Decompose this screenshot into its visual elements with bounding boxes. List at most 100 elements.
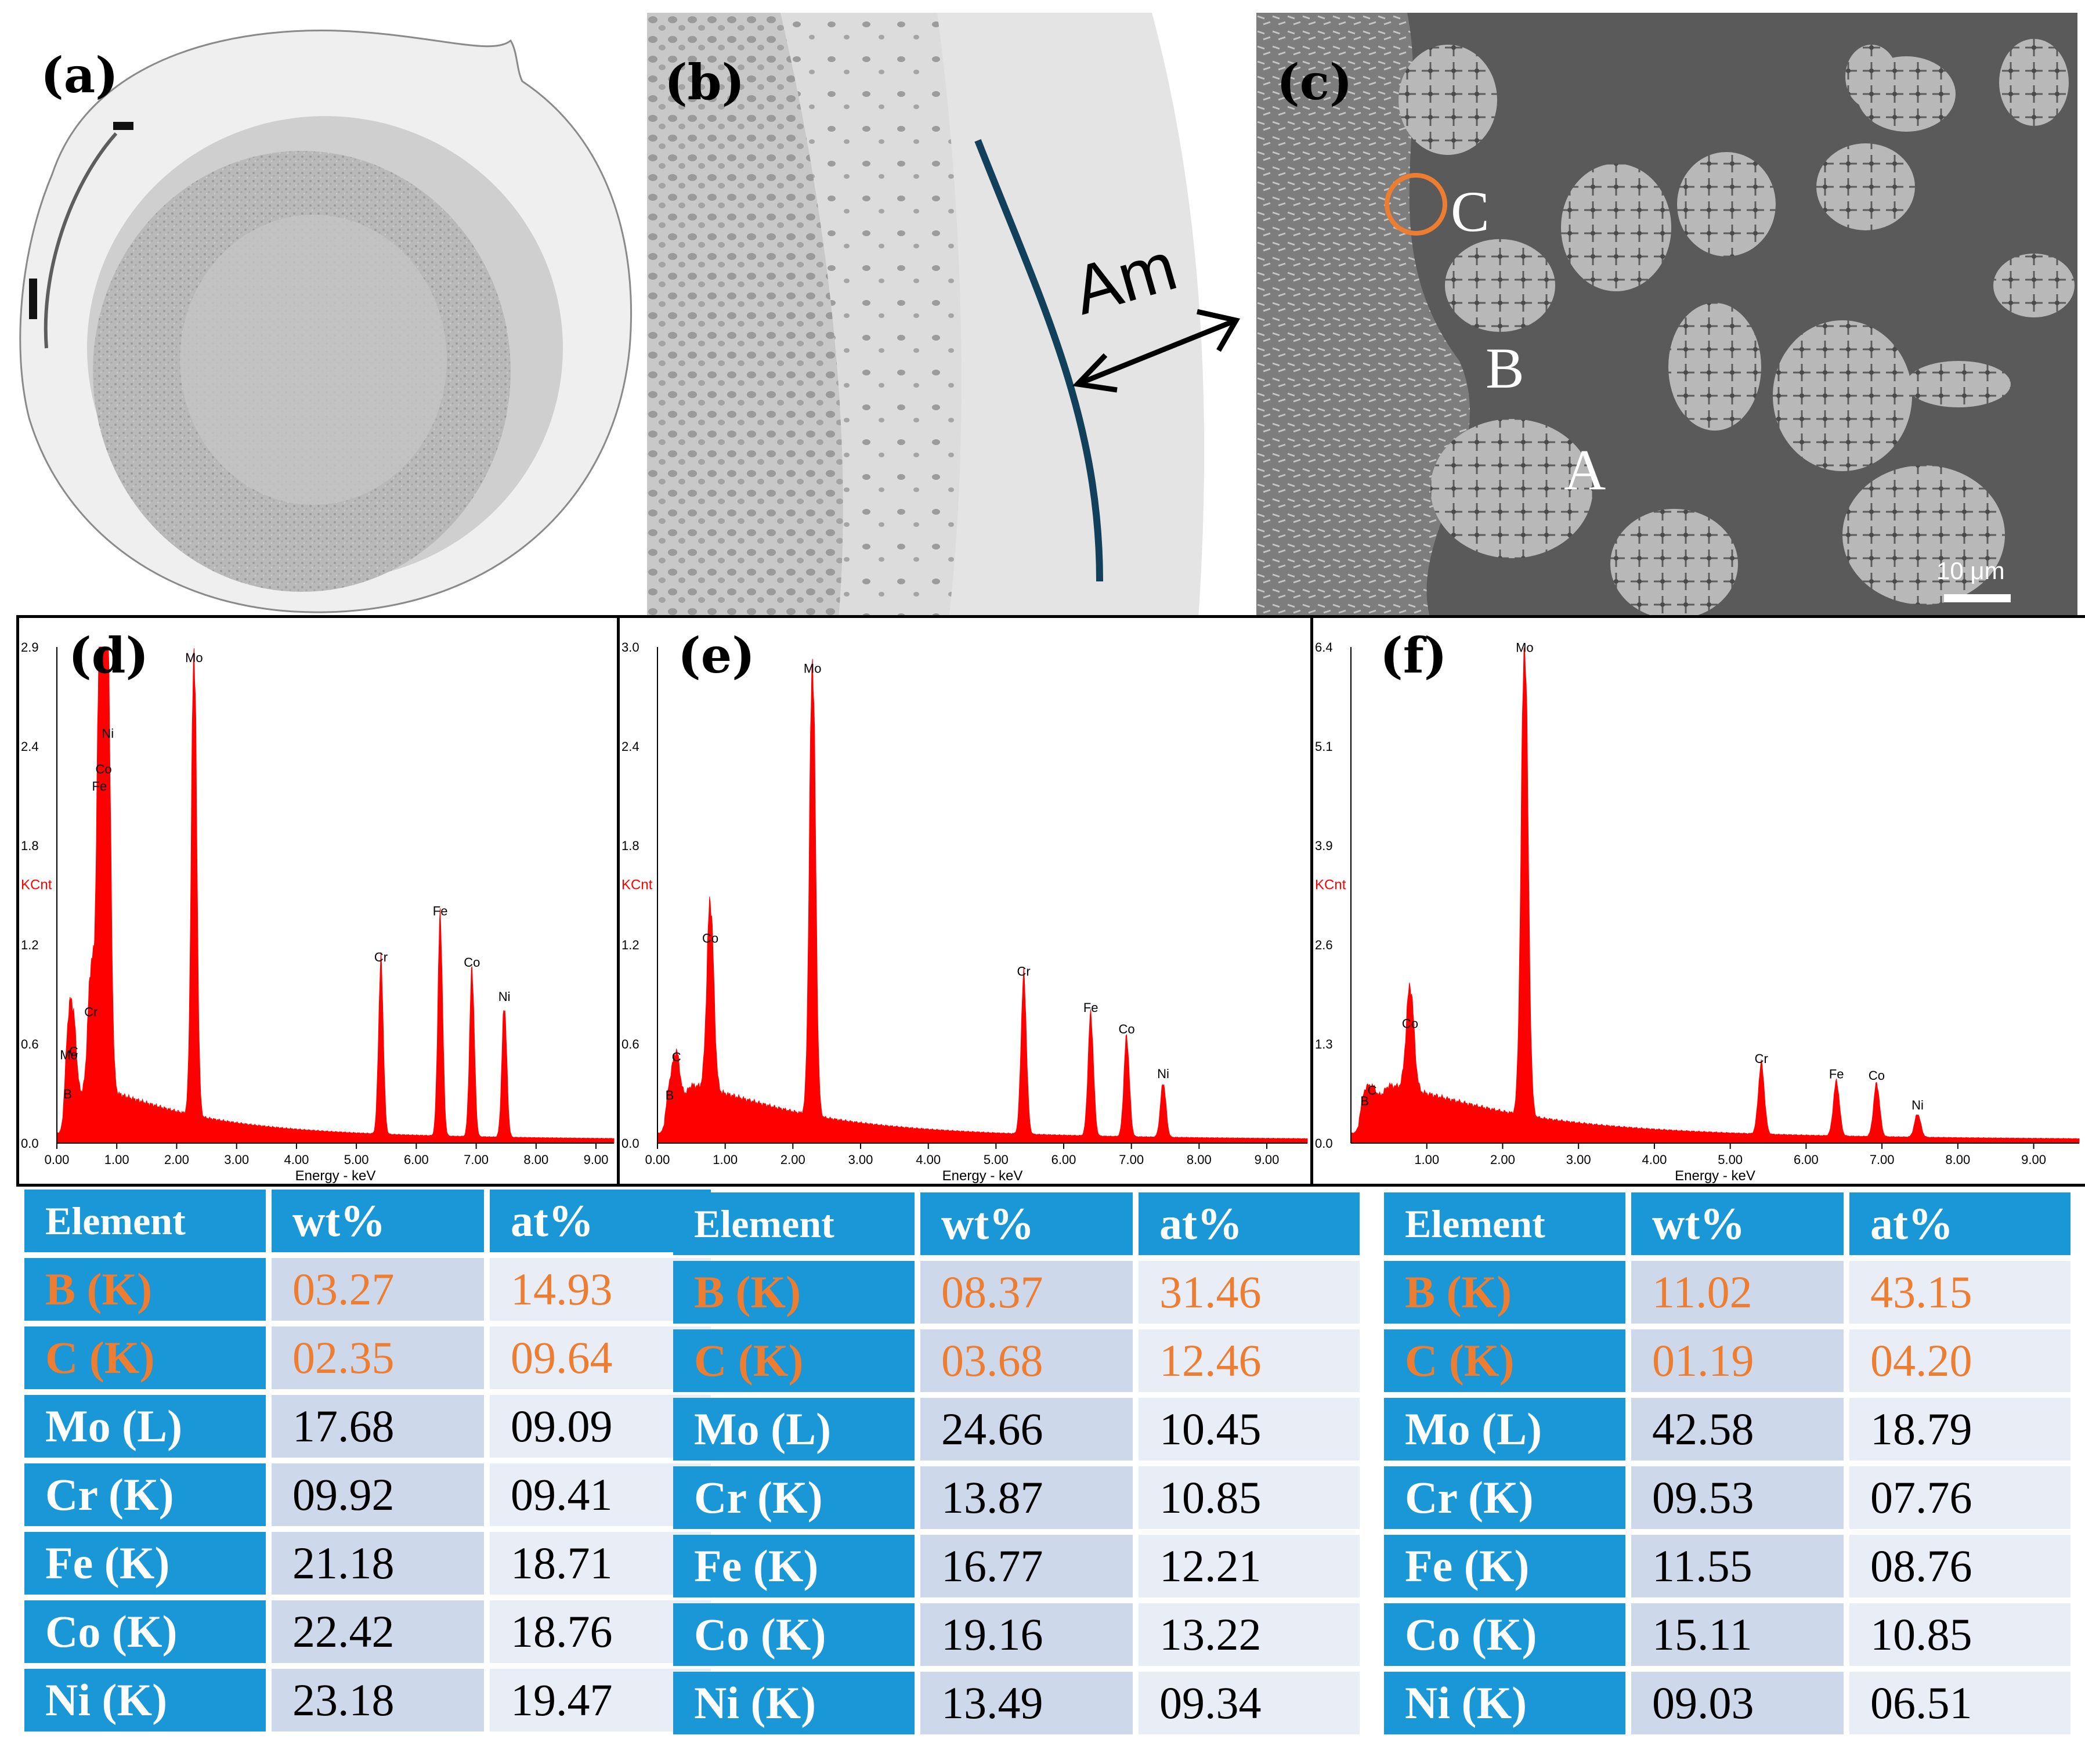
y-tick-label: 3.9 xyxy=(1315,838,1333,853)
wt-percent-cell: 13.87 xyxy=(920,1466,1133,1529)
column-header: wt% xyxy=(1631,1192,1844,1255)
peak-label: Cr xyxy=(1755,1051,1768,1066)
peak-label: Cr xyxy=(84,1005,97,1020)
panel-label-b: (b) xyxy=(664,53,745,111)
panel-label-d: (d) xyxy=(68,627,149,684)
panel-a-micrograph: (a) xyxy=(0,0,647,615)
panel-label-e: (e) xyxy=(678,627,755,684)
table-header-row: Element wt% at% xyxy=(24,1190,711,1252)
wt-percent-cell: 11.02 xyxy=(1631,1261,1844,1324)
x-tick-label: 8.00 xyxy=(523,1152,548,1167)
element-cell: Co (K) xyxy=(24,1600,266,1663)
spectrum-area xyxy=(657,659,1308,1144)
bead-edge-image xyxy=(647,13,1256,619)
peak-label: Cr xyxy=(1017,964,1031,978)
at-percent-cell: 12.46 xyxy=(1139,1329,1360,1392)
table-row: Fe (K) 16.77 12.21 xyxy=(673,1535,1360,1597)
column-header: wt% xyxy=(272,1190,484,1252)
y-tick-label: 1.8 xyxy=(21,838,39,853)
x-tick-label: 8.00 xyxy=(1187,1152,1212,1167)
peak-label: B xyxy=(1360,1094,1369,1108)
peak-label: Co xyxy=(1118,1022,1134,1036)
wt-percent-cell: 02.35 xyxy=(272,1326,484,1389)
at-percent-cell: 04.20 xyxy=(1849,1329,2070,1392)
wt-percent-cell: 01.19 xyxy=(1631,1329,1844,1392)
region-label-a: A xyxy=(1564,438,1606,502)
at-percent-cell: 31.46 xyxy=(1139,1261,1360,1324)
wt-percent-cell: 09.03 xyxy=(1631,1672,1844,1734)
peak-label: Fe xyxy=(1083,1000,1098,1015)
y-tick-label: 1.2 xyxy=(21,938,39,952)
x-tick-label: 3.00 xyxy=(1566,1152,1591,1167)
y-tick-label: 2.6 xyxy=(1315,938,1333,952)
column-header: Element xyxy=(673,1192,915,1255)
element-cell: Mo (L) xyxy=(1384,1398,1625,1461)
table-row: Mo (L) 42.58 18.79 xyxy=(1384,1398,2070,1461)
wt-percent-cell: 22.42 xyxy=(272,1600,484,1663)
y-tick-label: 2.4 xyxy=(621,739,639,754)
region-label-c: C xyxy=(1451,179,1490,244)
table-row: B (K) 03.27 14.93 xyxy=(24,1258,711,1321)
element-cell: C (K) xyxy=(1384,1329,1625,1392)
y-tick-label: 1.3 xyxy=(1315,1037,1333,1051)
y-tick-label: 3.0 xyxy=(621,640,639,655)
y-tick-label: 2.9 xyxy=(21,640,39,655)
x-tick-label: 2.00 xyxy=(164,1152,189,1167)
x-tick-label: 6.00 xyxy=(404,1152,429,1167)
wt-percent-cell: 13.49 xyxy=(920,1672,1133,1734)
table-row: Cr (K) 13.87 10.85 xyxy=(673,1466,1360,1529)
element-cell: Fe (K) xyxy=(673,1535,915,1597)
at-percent-cell: 07.76 xyxy=(1849,1466,2070,1529)
x-tick-label: 3.00 xyxy=(224,1152,249,1167)
peak-label: Co xyxy=(95,762,111,776)
table-row: Cr (K) 09.53 07.76 xyxy=(1384,1466,2070,1529)
x-tick-label: 1.00 xyxy=(104,1152,129,1167)
table-row: C (K) 02.35 09.64 xyxy=(24,1326,711,1389)
panel-label-a: (a) xyxy=(41,46,118,104)
peak-label: Ni xyxy=(1911,1098,1924,1112)
x-tick-label: 7.00 xyxy=(1870,1152,1895,1167)
x-tick-label: 5.00 xyxy=(984,1152,1009,1167)
element-cell: Co (K) xyxy=(673,1603,915,1666)
column-header: wt% xyxy=(920,1192,1133,1255)
bead-cross-section-image xyxy=(19,30,633,613)
table-row: C (K) 01.19 04.20 xyxy=(1384,1329,2070,1392)
y-axis-label: KCnt xyxy=(1315,877,1346,893)
table-row: Co (K) 15.11 10.85 xyxy=(1384,1603,2070,1666)
column-header: Element xyxy=(1384,1192,1625,1255)
peak-label: Co xyxy=(702,931,718,945)
x-tick-label: 4.00 xyxy=(284,1152,309,1167)
at-percent-cell: 10.85 xyxy=(1849,1603,2070,1666)
element-cell: B (K) xyxy=(1384,1261,1625,1324)
x-tick-label: 6.00 xyxy=(1051,1152,1076,1167)
x-tick-label: 4.00 xyxy=(1642,1152,1667,1167)
y-tick-label: 6.4 xyxy=(1315,640,1333,655)
composition-table-e: Element wt% at% B (K) 08.37 31.46 C (K) 03.68 12… xyxy=(667,1187,1365,1740)
y-tick-label: 2.4 xyxy=(21,739,39,754)
at-percent-cell: 12.21 xyxy=(1139,1535,1360,1597)
x-tick-label: 0.00 xyxy=(645,1152,670,1167)
table-row: B (K) 11.02 43.15 xyxy=(1384,1261,2070,1324)
edx-spectrum-f: 1.00 2.00 3.00 4.00 5.00 6.00 7.00 8.00 9.00 0.0 1… xyxy=(1315,640,2080,1184)
peak-label: Cr xyxy=(374,950,388,964)
x-tick-label: 2.00 xyxy=(780,1152,805,1167)
peak-label: Fe xyxy=(433,904,448,919)
table-row: Ni (K) 23.18 19.47 xyxy=(24,1669,711,1732)
composition-table-f: Element wt% at% B (K) 11.02 43.15 C (K) 01.19 04… xyxy=(1378,1187,2076,1740)
element-cell: Co (K) xyxy=(1384,1603,1625,1666)
wt-percent-cell: 11.55 xyxy=(1631,1535,1844,1597)
x-tick-label: 9.00 xyxy=(2021,1152,2046,1167)
at-percent-cell: 10.45 xyxy=(1139,1398,1360,1461)
spectrum-frame-e xyxy=(617,615,1313,1187)
spectrum-area xyxy=(56,646,615,1144)
composition-table-d: Element wt% at% B (K) 03.27 14.93 C (K) 02.35 09… xyxy=(19,1184,717,1737)
x-axis-label: Energy - keV xyxy=(1675,1168,1755,1184)
element-cell: Ni (K) xyxy=(24,1669,266,1732)
panel-b-micrograph: (b) Am xyxy=(647,13,1256,619)
table-row: Cr (K) 09.92 09.41 xyxy=(24,1463,711,1526)
peak-label: B xyxy=(666,1088,674,1102)
x-tick-label: 1.00 xyxy=(1414,1152,1439,1167)
peak-label: Ni xyxy=(102,726,114,740)
panel-c-sem-image: (c) A B C 10 μm xyxy=(1256,13,2077,619)
element-cell: Fe (K) xyxy=(24,1532,266,1595)
